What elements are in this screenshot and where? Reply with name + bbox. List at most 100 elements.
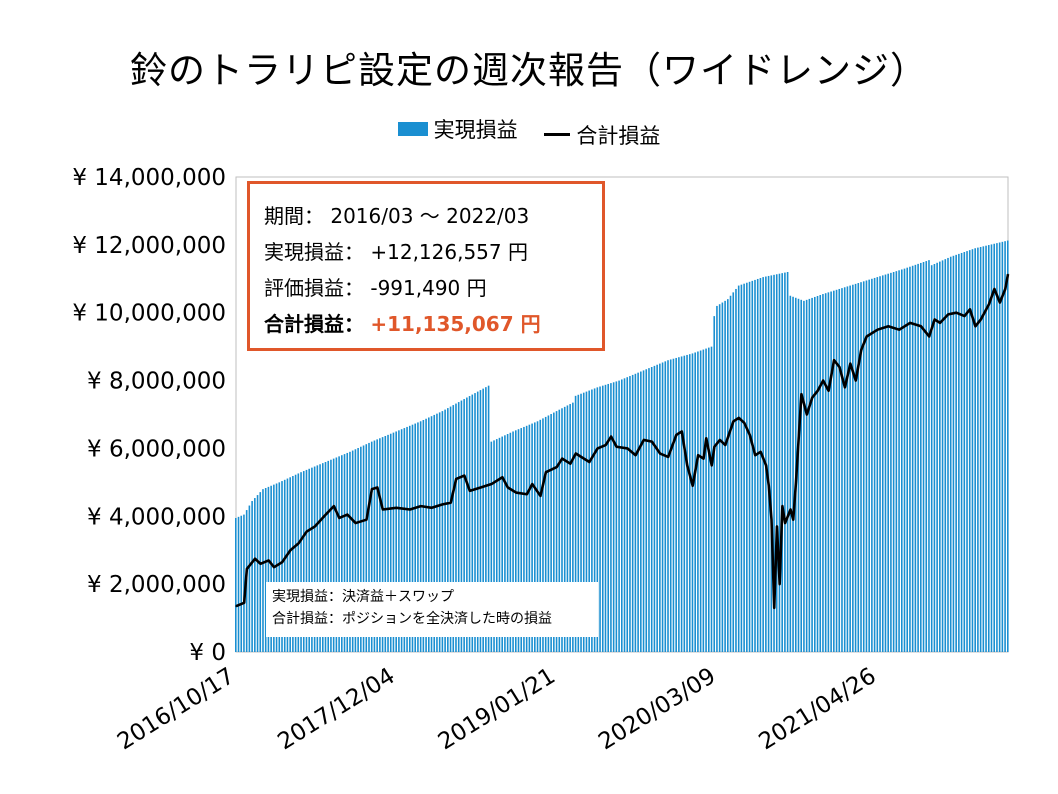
line-point [431, 507, 433, 509]
bar [305, 469, 308, 652]
bar [588, 390, 590, 652]
line-point [743, 422, 745, 424]
bar [773, 274, 775, 652]
bar [341, 455, 343, 652]
bar [778, 273, 781, 652]
bar [803, 300, 805, 652]
line-point [314, 525, 316, 528]
bar [871, 278, 873, 652]
y-tick-label: ¥ 6,000,000 [87, 436, 226, 462]
line-point [898, 329, 900, 331]
bar [890, 272, 892, 652]
bar [574, 395, 577, 652]
bar [928, 260, 930, 653]
bar [259, 492, 262, 652]
bar [311, 467, 313, 652]
y-tick-label: ¥ 10,000,000 [72, 301, 226, 327]
legend-item-total[interactable]: 合計損益 [544, 120, 660, 150]
line-point [615, 446, 618, 448]
line-point [920, 325, 922, 327]
bar [661, 362, 664, 652]
line-point [849, 363, 851, 365]
bar [675, 357, 677, 652]
line-point [770, 519, 773, 521]
bar [952, 255, 955, 653]
bar [637, 372, 639, 652]
bar [536, 421, 539, 652]
chart-title: 鈴のトラリピ設定の週次報告（ワイドレンジ） [130, 49, 928, 92]
line-point [855, 379, 857, 382]
bar [827, 292, 830, 652]
line-point [575, 452, 577, 455]
bar [351, 450, 354, 652]
bar [525, 425, 528, 652]
bar [811, 297, 813, 652]
bar [289, 477, 291, 652]
bar [645, 369, 648, 652]
bar [650, 367, 653, 652]
bar [319, 464, 321, 652]
bar [917, 263, 919, 652]
bar [607, 383, 610, 652]
line-point [773, 607, 775, 609]
bar [542, 418, 544, 652]
line-point [909, 322, 911, 324]
bar [688, 354, 691, 652]
bar [286, 478, 289, 652]
bar [865, 280, 868, 652]
bar [626, 377, 629, 652]
bar [248, 505, 251, 652]
line-point [738, 417, 740, 419]
line-point [705, 437, 707, 439]
bar [235, 517, 237, 652]
bar [547, 415, 550, 652]
line-point [556, 466, 558, 468]
bar [846, 286, 849, 652]
bar [756, 278, 759, 652]
bar [680, 356, 683, 652]
note-realized: 実現損益：決済益＋スワップ [272, 589, 454, 605]
bar [474, 393, 476, 652]
bar [566, 405, 569, 652]
bar [884, 274, 887, 652]
line-point [806, 413, 808, 416]
line-point [441, 503, 444, 506]
bar [531, 423, 533, 652]
bar [987, 245, 990, 653]
bar [669, 359, 672, 652]
bar [428, 417, 430, 652]
bar [422, 420, 425, 652]
bar [324, 462, 327, 652]
bar [332, 458, 335, 652]
bar [264, 488, 267, 652]
bar [563, 406, 566, 652]
line-point [610, 435, 612, 438]
bar [678, 357, 680, 652]
y-tick-label: ¥ 4,000,000 [87, 504, 226, 530]
bar [960, 252, 963, 652]
legend-label-realized: 実現損益 [433, 118, 518, 142]
note-box: 実現損益：決済益＋スワップ 合計損益：ポジションを全決済した時の損益 [266, 582, 598, 637]
bar [672, 358, 675, 652]
bar [330, 459, 332, 652]
bar [335, 457, 338, 652]
bar [789, 295, 792, 652]
bar [240, 515, 243, 652]
line-point [702, 458, 705, 460]
bar [360, 446, 362, 652]
bar [512, 431, 514, 652]
bar [1001, 241, 1004, 652]
bar [800, 299, 803, 652]
bar [387, 434, 389, 652]
bar [463, 399, 465, 652]
line-point [420, 505, 422, 507]
bar [982, 246, 985, 652]
bar [653, 365, 656, 652]
bar [267, 486, 270, 652]
bar [354, 449, 357, 652]
bar [892, 272, 895, 652]
line-point [561, 458, 563, 460]
x-axis: 2016/10/17 2017/12/04 2019/01/21 2020/03/09… [113, 663, 881, 755]
line-point [626, 447, 629, 450]
legend-item-realized[interactable]: 実現損益 [397, 114, 518, 144]
